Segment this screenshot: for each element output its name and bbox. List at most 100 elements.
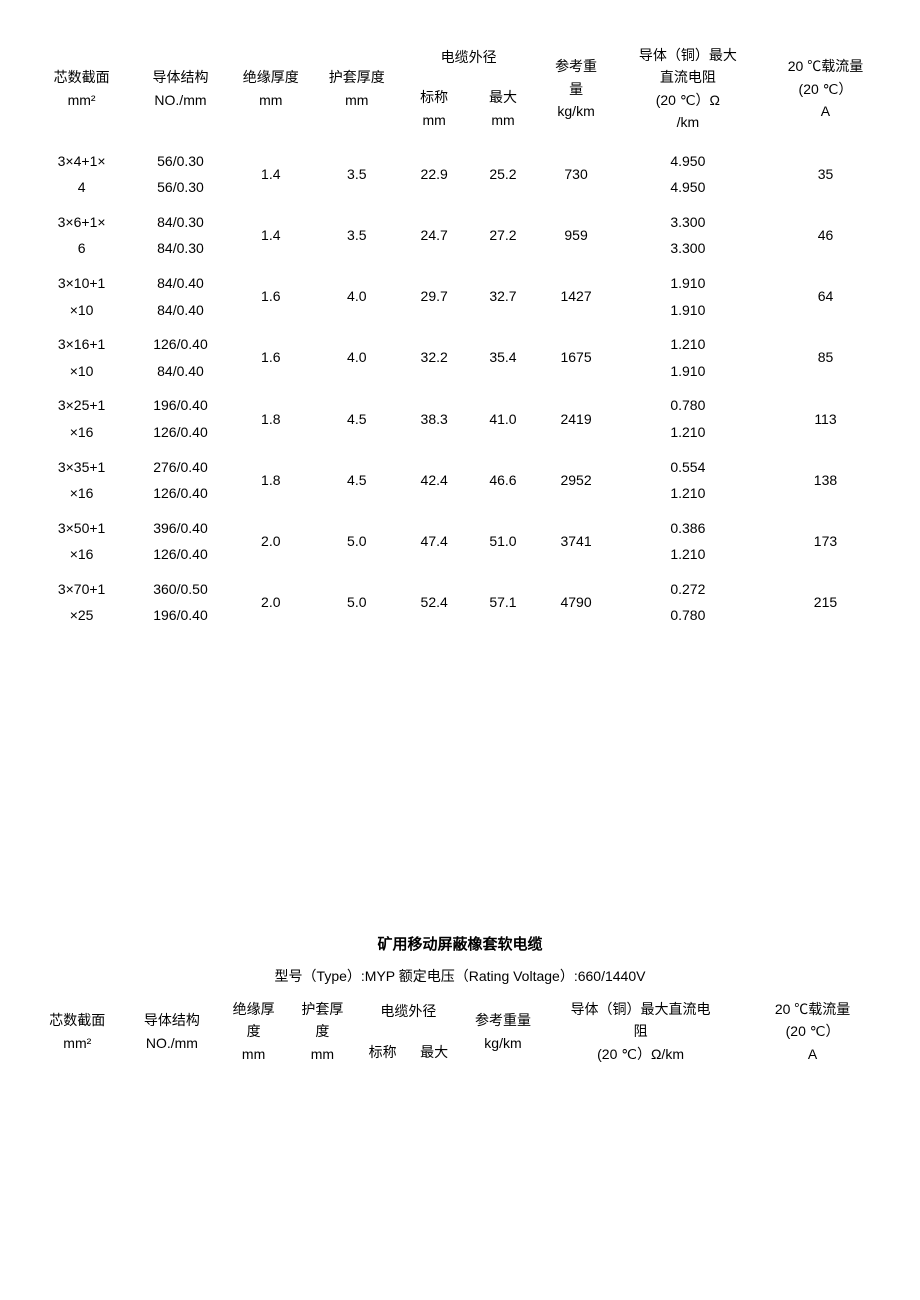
cell-dia-max: 57.1 — [469, 572, 538, 633]
col-res-l3: (20 ℃）Ω — [617, 89, 759, 111]
cell-resistance: 1.9101.910 — [615, 266, 761, 327]
cell-dia-nominal: 29.7 — [400, 266, 469, 327]
cell-insulation: 2.0 — [228, 572, 314, 633]
col-weight-l3: kg/km — [539, 100, 612, 122]
cell-insulation: 1.8 — [228, 450, 314, 511]
cell-conductor: 396/0.40126/0.40 — [133, 511, 228, 572]
col-cross-section-l1: 芯数截面 — [32, 66, 131, 88]
col-sheath-l1: 护套厚度 — [316, 66, 398, 88]
cell-weight: 3741 — [537, 511, 614, 572]
t2-col-res-l3: (20 ℃）Ω/km — [548, 1043, 733, 1065]
cell-sheath: 3.5 — [314, 205, 400, 266]
col-cross-section-l2: mm² — [32, 89, 131, 111]
cell-dia-max: 46.6 — [469, 450, 538, 511]
cell-conductor: 196/0.40126/0.40 — [133, 388, 228, 449]
t2-col-dia-max: 最大 — [408, 1035, 460, 1076]
t2-col-cond-l2: NO./mm — [127, 1032, 218, 1054]
table1-header: 芯数截面 mm² 导体结构 NO./mm 绝缘厚度 mm 护套厚度 mm 电缆外… — [30, 40, 890, 144]
cell-weight: 1675 — [537, 327, 614, 388]
col-sheath-l2: mm — [316, 89, 398, 111]
cell-sheath: 4.0 — [314, 327, 400, 388]
section2-subtitle: 型号（Type）:MYP 额定电压（Rating Voltage）:660/14… — [30, 966, 890, 986]
col-insulation-l2: mm — [230, 89, 312, 111]
cell-weight: 1427 — [537, 266, 614, 327]
cell-dia-max: 32.7 — [469, 266, 538, 327]
col-weight-l1: 参考重 — [539, 55, 612, 77]
cell-resistance: 0.3861.210 — [615, 511, 761, 572]
cell-cross-section: 3×10+1×10 — [30, 266, 133, 327]
table-row: 3×10+1×1084/0.4084/0.401.64.029.732.7142… — [30, 266, 890, 327]
cell-insulation: 1.8 — [228, 388, 314, 449]
cell-cross-section: 3×50+1×16 — [30, 511, 133, 572]
cell-weight: 2419 — [537, 388, 614, 449]
table-row: 3×35+1×16276/0.40126/0.401.84.542.446.62… — [30, 450, 890, 511]
t2-col-cs-l2: mm² — [32, 1032, 123, 1054]
col-res-l1: 导体（铜）最大 — [617, 44, 759, 66]
t2-col-cond-l1: 导体结构 — [127, 1009, 218, 1031]
cell-ampacity: 138 — [761, 450, 890, 511]
t2-col-amp-l2: (20 ℃） — [737, 1020, 888, 1042]
col-conductor-l1: 导体结构 — [135, 66, 226, 88]
table-row: 3×16+1×10126/0.4084/0.401.64.032.235.416… — [30, 327, 890, 388]
cell-insulation: 1.4 — [228, 144, 314, 205]
cell-resistance: 0.2720.780 — [615, 572, 761, 633]
col-dia-max-l2: mm — [471, 109, 536, 131]
t2-col-cs-l1: 芯数截面 — [32, 1009, 123, 1031]
cell-conductor: 56/0.3056/0.30 — [133, 144, 228, 205]
cell-weight: 2952 — [537, 450, 614, 511]
cell-ampacity: 35 — [761, 144, 890, 205]
col-conductor-l2: NO./mm — [135, 89, 226, 111]
col-dia-nom-l2: mm — [402, 109, 467, 131]
cell-dia-nominal: 32.2 — [400, 327, 469, 388]
cell-dia-max: 51.0 — [469, 511, 538, 572]
cell-dia-nominal: 22.9 — [400, 144, 469, 205]
cell-sheath: 5.0 — [314, 572, 400, 633]
cell-insulation: 1.6 — [228, 266, 314, 327]
t2-col-sh-l2: 度 — [290, 1020, 355, 1042]
cell-dia-nominal: 52.4 — [400, 572, 469, 633]
cell-ampacity: 85 — [761, 327, 890, 388]
cell-cross-section: 3×4+1×4 — [30, 144, 133, 205]
col-dia-nom-l1: 标称 — [402, 86, 467, 108]
cell-insulation: 2.0 — [228, 511, 314, 572]
col-diameter-top: 电缆外径 — [400, 40, 538, 80]
table2-header: 芯数截面 mm² 导体结构 NO./mm 绝缘厚 度 mm 护套厚 度 mm 电… — [30, 994, 890, 1075]
cell-conductor: 126/0.4084/0.40 — [133, 327, 228, 388]
t2-col-dia-nom: 标称 — [357, 1035, 409, 1076]
t2-col-ins-l1: 绝缘厚 — [221, 998, 286, 1020]
cell-sheath: 4.0 — [314, 266, 400, 327]
col-insulation-l1: 绝缘厚度 — [230, 66, 312, 88]
cell-dia-nominal: 47.4 — [400, 511, 469, 572]
table-row: 3×70+1×25360/0.50196/0.402.05.052.457.14… — [30, 572, 890, 633]
col-weight-l2: 量 — [539, 78, 612, 100]
cell-ampacity: 113 — [761, 388, 890, 449]
cell-dia-max: 27.2 — [469, 205, 538, 266]
table-row: 3×6+1×684/0.3084/0.301.43.524.727.29593.… — [30, 205, 890, 266]
cell-resistance: 0.7801.210 — [615, 388, 761, 449]
cell-sheath: 5.0 — [314, 511, 400, 572]
cell-insulation: 1.6 — [228, 327, 314, 388]
cell-cross-section: 3×35+1×16 — [30, 450, 133, 511]
t2-col-res-l1: 导体（铜）最大直流电 — [548, 998, 733, 1020]
cell-resistance: 3.3003.300 — [615, 205, 761, 266]
cell-weight: 959 — [537, 205, 614, 266]
cell-ampacity: 46 — [761, 205, 890, 266]
cell-ampacity: 173 — [761, 511, 890, 572]
section2-title: 矿用移动屏蔽橡套软电缆 — [30, 933, 890, 954]
col-amp-l3: A — [763, 100, 888, 122]
cell-dia-max: 35.4 — [469, 327, 538, 388]
t2-col-ins-l3: mm — [221, 1043, 286, 1065]
col-amp-l2: (20 ℃） — [763, 78, 888, 100]
t2-col-wt-l1: 参考重量 — [462, 1009, 544, 1031]
cell-insulation: 1.4 — [228, 205, 314, 266]
cell-cross-section: 3×6+1×6 — [30, 205, 133, 266]
table-row: 3×25+1×16196/0.40126/0.401.84.538.341.02… — [30, 388, 890, 449]
cell-dia-nominal: 38.3 — [400, 388, 469, 449]
cell-sheath: 4.5 — [314, 450, 400, 511]
col-dia-max-l1: 最大 — [471, 86, 536, 108]
cable-spec-table-1: 芯数截面 mm² 导体结构 NO./mm 绝缘厚度 mm 护套厚度 mm 电缆外… — [30, 40, 890, 633]
t2-col-amp-l1: 20 ℃载流量 — [737, 998, 888, 1020]
cell-sheath: 4.5 — [314, 388, 400, 449]
cell-dia-max: 25.2 — [469, 144, 538, 205]
cell-conductor: 360/0.50196/0.40 — [133, 572, 228, 633]
